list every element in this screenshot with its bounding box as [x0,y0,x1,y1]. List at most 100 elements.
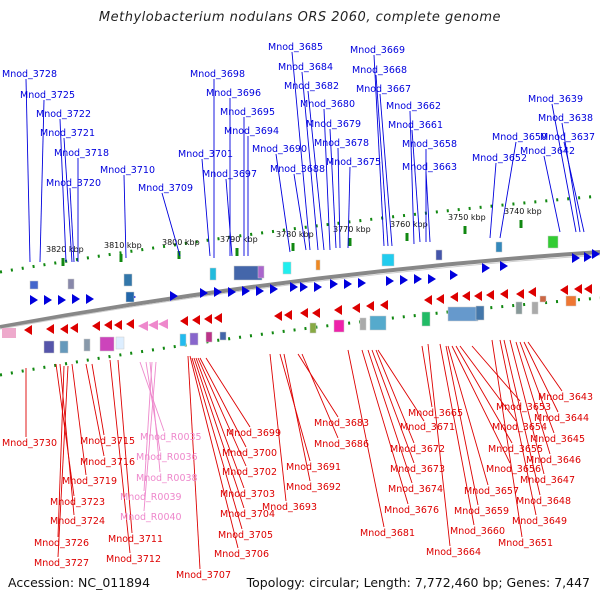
top-gene-label: Mnod_3682 [284,81,339,92]
bottom-gene-label: Mnod_3643 [538,392,593,403]
gene-domain-box [495,241,503,253]
top-leader-line [275,153,291,253]
gene-domain-box [447,306,479,322]
forward-gene-arrow [386,276,394,286]
top-leader-line [411,129,421,243]
forward-gene-arrow [270,284,278,294]
top-gene-label: Mnod_3658 [402,139,457,150]
bottom-leader-line [377,349,425,422]
bottom-gene-label: Mnod_3644 [534,413,589,424]
gene-domain-box [29,280,39,290]
top-gene-label: Mnod_3709 [138,183,193,194]
rna-feature-box [2,328,16,338]
bottom-leader-line [515,341,551,455]
bottom-leader-line [187,355,201,570]
bottom-gene-label: Mnod_3686 [314,439,369,450]
top-leader-line [543,155,561,233]
top-gene-label: Mnod_3695 [220,107,275,118]
bottom-leader-line [117,359,133,534]
top-leader-line [161,192,181,257]
bottom-gene-label: Mnod_3703 [220,489,275,500]
bottom-gene-label: Mnod_3660 [450,526,505,537]
bottom-leader-line [367,349,413,484]
reverse-gene-arrow [192,315,200,325]
forward-gene-arrow [482,263,490,273]
top-gene-label: Mnod_3679 [306,119,361,130]
top-gene-label: Mnod_3642 [520,146,575,157]
reverse-gene-arrow [516,289,524,299]
bottom-gene-label: Mnod_R0039 [120,492,182,503]
top-gene-label: Mnod_3694 [224,126,279,137]
reverse-gene-arrow [70,323,78,333]
reverse-gene-arrow [92,321,100,331]
top-leader-line [25,78,31,263]
scale-tick-label: 3770 kbp [333,225,371,234]
forward-gene-arrow [72,294,80,304]
label-leader-lines [25,51,585,570]
bottom-leader-line [509,339,545,475]
forward-gene-arrow [584,252,592,262]
bottom-leader-line [503,339,541,496]
top-gene-label: Mnod_3678 [314,138,369,149]
bottom-gene-label: Mnod_3651 [498,538,553,549]
gene-domain-box [179,333,187,347]
bottom-gene-label: Mnod_3711 [108,534,163,545]
bottom-leader-line [109,359,131,554]
scale-tick-label: 3820 kbp [46,245,84,254]
bottom-leader-line [523,341,559,413]
bottom-leader-line [445,345,479,506]
bottom-gene-label: Mnod_3672 [390,444,445,455]
top-gene-label: Mnod_3701 [178,149,233,160]
reverse-gene-arrow [462,291,470,301]
reverse-gene-arrow [500,289,508,299]
bottom-leader-line [195,357,245,489]
scale-tick-label: 3800 kbp [162,238,200,247]
bottom-gene-label: Mnod_3665 [408,408,463,419]
bottom-leader-line [143,361,153,492]
scale-ticks: 3820 kbp 3810 kbp 3800 kbp 3790 kbp 3780 kbp… [0,194,600,377]
reverse-gene-arrow [114,320,122,330]
top-gene-label: Mnod_3722 [36,109,91,120]
bottom-gene-label: Mnod_3693 [262,502,317,513]
top-gene-label: Mnod_3721 [40,128,95,139]
top-leader-line [301,71,319,251]
bottom-leader-line [143,361,157,512]
top-leader-line [375,74,389,247]
gene-domain-box [359,317,367,331]
top-gene-label: Mnod_3684 [278,62,333,73]
reverse-gene-arrow [204,314,212,324]
bottom-gene-label: Mnod_3648 [516,496,571,507]
bottom-leader-line [451,345,511,464]
scale-tick-label: 3740 kbp [504,207,542,216]
top-gene-label: Mnod_3675 [326,157,381,168]
top-gene-label: Mnod_3690 [252,144,307,155]
bottom-gene-label: Mnod_R0036 [136,452,198,463]
reverse-gene-arrow [584,284,592,294]
bottom-gene-label: Mnod_3706 [214,549,269,560]
gene-domain-box [309,322,317,334]
bottom-gene-label: Mnod_3712 [106,554,161,565]
bottom-gene-label: Mnod_R0040 [120,512,182,523]
top-leader-line [425,171,431,243]
bottom-leader-line [371,349,415,464]
bottom-gene-label: Mnod_3664 [426,547,481,558]
bottom-leader-line [519,341,555,434]
forward-gene-arrow [592,249,600,259]
top-leader-line [225,178,233,257]
top-leader-line [409,110,415,245]
top-leader-line [291,51,311,251]
top-gene-label: Mnod_3688 [270,164,325,175]
gene-domain-box [531,301,539,315]
bottom-leader-line [447,345,489,486]
top-leader-line [489,162,497,239]
bottom-leader-line [189,355,239,549]
gene-domain-box [43,340,55,354]
scale-tick-label: 3790 kbp [220,235,258,244]
top-leader-line [329,128,337,249]
bottom-leader-line [59,363,75,516]
gene-domain-box [282,261,292,275]
bottom-gene-label: Mnod_3727 [34,558,89,569]
bottom-gene-label: Mnod_3704 [220,509,275,520]
